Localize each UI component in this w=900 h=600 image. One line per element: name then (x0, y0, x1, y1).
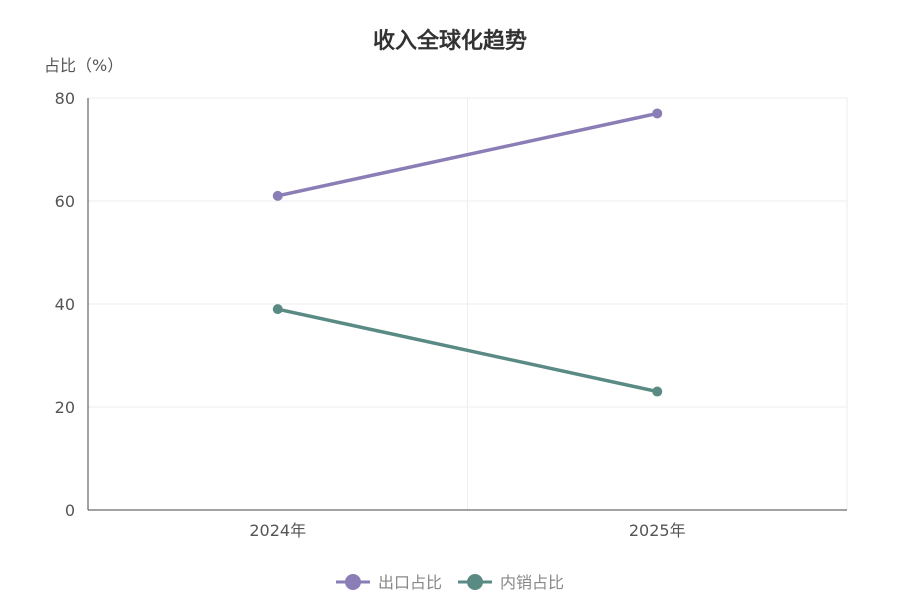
legend-item-1[interactable]: 出口占比 (336, 573, 442, 592)
series-1 (272, 108, 663, 201)
x-tick-label: 2025年 (629, 521, 686, 540)
y-tick-label: 80 (55, 89, 75, 108)
legend-item-2[interactable]: 内销占比 (458, 573, 564, 592)
y-tick-label: 60 (55, 192, 75, 211)
y-tick-label: 40 (55, 295, 75, 314)
legend-label: 出口占比 (378, 573, 442, 592)
series-line (276, 307, 659, 394)
y-tick-label: 0 (65, 501, 75, 520)
series (272, 108, 663, 397)
chart-title: 收入全球化趋势 (373, 28, 527, 54)
legend-label: 内销占比 (500, 573, 564, 592)
data-point (652, 108, 663, 119)
data-point (652, 386, 663, 397)
data-point (272, 190, 283, 201)
data-point (272, 304, 283, 315)
grid-lines (88, 97, 848, 510)
axes (87, 98, 847, 511)
y-axis-label: 占比（%） (44, 56, 123, 75)
tick-labels: 0 20 40 60 80 2024年 2025年 (55, 89, 686, 540)
x-tick-label: 2024年 (249, 521, 306, 540)
legend-marker (467, 574, 483, 590)
legend-marker (345, 574, 361, 590)
series-2 (272, 304, 663, 397)
legend[interactable]: 出口占比 内销占比 (336, 573, 564, 592)
series-line (276, 111, 659, 198)
y-tick-label: 20 (55, 398, 75, 417)
